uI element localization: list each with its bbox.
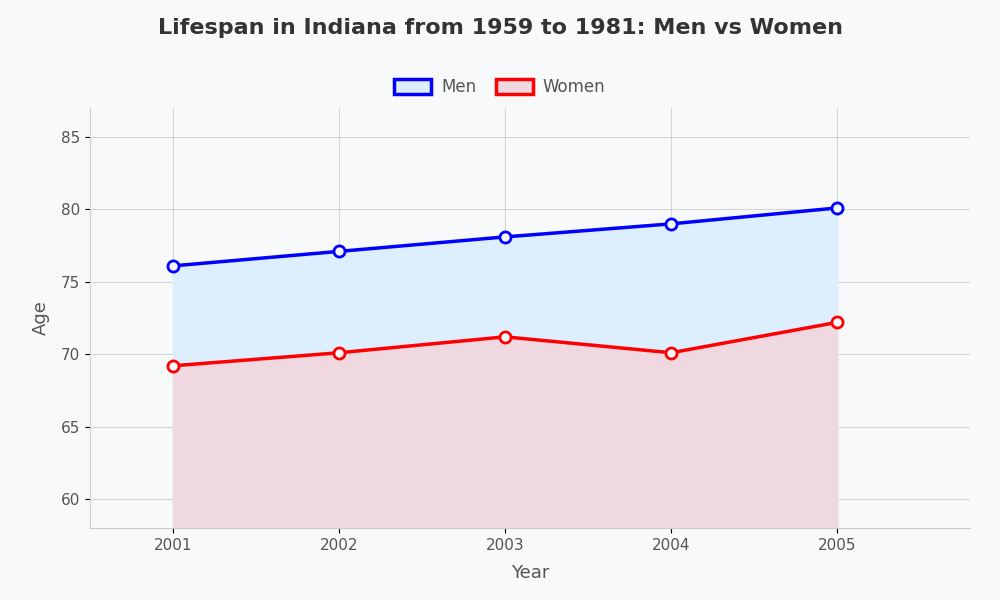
Legend: Men, Women: Men, Women <box>388 71 612 103</box>
Text: Lifespan in Indiana from 1959 to 1981: Men vs Women: Lifespan in Indiana from 1959 to 1981: M… <box>158 18 842 38</box>
Y-axis label: Age: Age <box>32 301 50 335</box>
X-axis label: Year: Year <box>511 564 549 582</box>
